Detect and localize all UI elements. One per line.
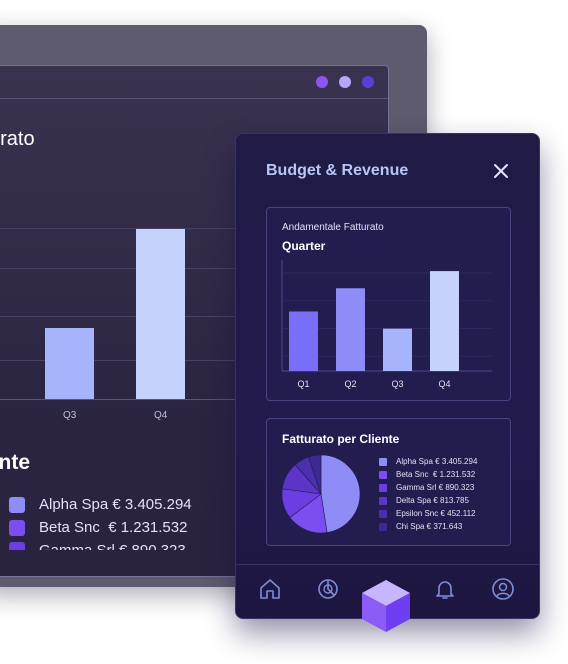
legend-label: Beta Snc € 1.231.532 — [39, 519, 188, 536]
legend-label: Delta Spa € 813.785 — [396, 496, 469, 505]
bell-icon[interactable] — [433, 577, 457, 601]
background-tick-label: Q4 — [154, 410, 168, 421]
user-icon[interactable] — [491, 577, 515, 601]
analytics-icon[interactable] — [316, 577, 340, 601]
budget-revenue-panel: Budget & Revenue Andamentale Fatturato Q… — [235, 133, 540, 619]
background-legend-item: Gamma Srl € 890.323 — [9, 542, 186, 550]
client-card: Fatturato per Cliente Alpha Spa € 3.405.… — [266, 418, 511, 546]
pie-slice-chi-spa — [308, 454, 322, 495]
legend-item: Alpha Spa € 3.405.294 — [379, 457, 477, 466]
quarter-card: Andamentale Fatturato Quarter Q1 Q2 Q3 Q4 — [266, 207, 511, 401]
legend-label: Epsilon Snc € 452.112 — [396, 509, 476, 518]
bottom-nav — [236, 564, 539, 619]
bar-q3 — [383, 328, 412, 371]
legend-item: Chi Spa € 371.643 — [379, 522, 462, 531]
window-dot-icon[interactable] — [339, 76, 351, 88]
legend-item: Beta Snc € 1.231.532 — [379, 470, 475, 479]
bar-q4 — [430, 271, 459, 371]
legend-label: Alpha Spa € 3.405.294 — [396, 457, 478, 466]
background-bar — [45, 328, 94, 399]
legend-label: Gamma Srl € 890.323 — [39, 542, 186, 550]
client-pie-chart — [281, 454, 361, 534]
card-title: Fatturato per Cliente — [282, 432, 400, 446]
x-tick-label: Q1 — [297, 379, 309, 389]
bar-q2 — [336, 288, 365, 371]
legend-label: Chi Spa € 371.643 — [396, 522, 463, 531]
background-legend-item: Beta Snc € 1.231.532 — [9, 519, 187, 536]
window-dot-icon[interactable] — [316, 76, 328, 88]
card-title: Quarter — [282, 239, 326, 253]
legend-label: Beta Snc € 1.231.532 — [396, 470, 476, 479]
legend-label: Alpha Spa € 3.405.294 — [39, 496, 192, 513]
close-icon[interactable] — [491, 161, 511, 181]
background-legend-item: Alpha Spa € 3.405.294 — [9, 496, 192, 513]
legend-swatch — [379, 457, 387, 466]
legend-item: Epsilon Snc € 452.112 — [379, 509, 475, 518]
quarter-bar-chart: Q1 Q2 Q3 Q4 — [281, 260, 492, 389]
pie-slice-beta-snc — [289, 493, 328, 534]
legend-swatch — [9, 542, 25, 550]
legend-swatch — [379, 522, 387, 531]
legend-label: Gamma Srl € 890.323 — [396, 483, 475, 492]
legend-swatch — [379, 483, 387, 492]
legend-swatch — [379, 496, 387, 505]
legend-swatch — [9, 519, 25, 536]
background-tick-label: Q3 — [63, 410, 77, 421]
cube-icon[interactable] — [360, 578, 412, 634]
bar-q1 — [289, 311, 318, 371]
legend-item: Delta Spa € 813.785 — [379, 496, 469, 505]
background-bar — [136, 229, 185, 399]
legend-item: Gamma Srl € 890.323 — [379, 483, 474, 492]
x-tick-label: Q2 — [344, 379, 356, 389]
background-chart-title: urato — [0, 128, 35, 150]
window-topbar — [0, 66, 388, 99]
background-clienti-heading: iente — [0, 451, 31, 474]
card-subtitle: Andamentale Fatturato — [282, 222, 384, 233]
legend-swatch — [379, 509, 387, 518]
legend-swatch — [9, 496, 25, 513]
legend-swatch — [379, 470, 387, 479]
x-tick-label: Q3 — [391, 379, 403, 389]
panel-title: Budget & Revenue — [266, 162, 409, 179]
x-tick-label: Q4 — [438, 379, 450, 389]
window-dot-icon[interactable] — [362, 76, 374, 88]
pie-slice-alpha-spa — [320, 454, 361, 533]
home-icon[interactable] — [258, 577, 282, 601]
